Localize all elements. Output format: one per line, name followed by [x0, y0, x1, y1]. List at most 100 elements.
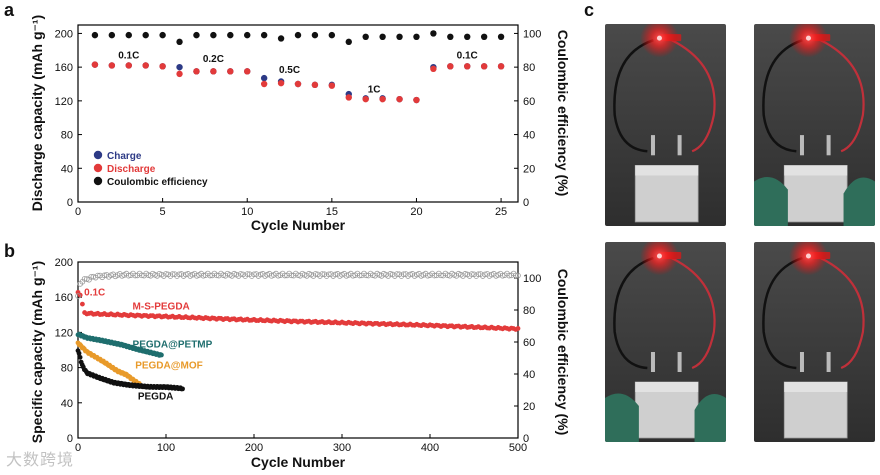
- point-charge: [176, 63, 183, 71]
- y-tick-label: 80: [61, 363, 73, 375]
- y-tick-label: 0: [67, 197, 73, 209]
- led-photo-top-left: [605, 24, 726, 226]
- point-ce: [468, 271, 475, 277]
- chart-b-y2label: Coulombic efficiency (%): [555, 269, 571, 435]
- point-ce: [281, 272, 288, 279]
- point-ce: [91, 31, 99, 39]
- point-discharge: [413, 96, 420, 104]
- chart-a-y2label: Coulombic efficiency (%): [555, 30, 571, 196]
- point-ce: [125, 272, 132, 279]
- x-tick-label: 10: [241, 206, 253, 218]
- y-tick-label: 120: [55, 327, 73, 339]
- annotation-pegda: PEGDA: [138, 391, 174, 402]
- point-discharge: [108, 62, 116, 69]
- point-discharge: [328, 82, 336, 89]
- y-tick-label: 40: [61, 398, 73, 410]
- chart-b-ylabel: Specific capacity (mAh g⁻¹): [29, 261, 45, 443]
- rate-label: 1C: [368, 84, 381, 95]
- y2-tick-label: 100: [523, 273, 541, 285]
- point-ce: [394, 271, 400, 277]
- led-photo-top-right: [754, 24, 875, 226]
- point-discharge: [260, 80, 268, 88]
- point-ce: [200, 272, 207, 279]
- y-tick-label: 160: [55, 62, 73, 74]
- point-ce: [176, 38, 183, 46]
- point-ce: [142, 31, 149, 39]
- x-tick-label: 25: [495, 206, 507, 218]
- point-mspegda: [80, 301, 85, 307]
- legend-marker-discharge: [93, 163, 103, 173]
- x-tick-label: 200: [245, 442, 263, 454]
- point-ce: [294, 31, 302, 39]
- point-ce: [379, 33, 386, 40]
- y2-tick-label: 60: [523, 96, 535, 108]
- chart-a-ylabel: Discharge capacity (mAh g⁻¹): [29, 15, 45, 211]
- point-ce: [108, 31, 116, 39]
- point-ce: [499, 272, 506, 279]
- x-tick-label: 300: [333, 442, 351, 454]
- chart-b-xlabel: Cycle Number: [251, 454, 346, 470]
- x-tick-label: 20: [410, 206, 422, 218]
- x-tick-label: 100: [157, 442, 175, 454]
- point-mspegda: [515, 326, 521, 331]
- annotation-petmp: PEGDA@PETMP: [133, 339, 213, 350]
- point-discharge: [447, 63, 454, 70]
- point-discharge: [480, 63, 488, 70]
- legend-marker-ce: [93, 176, 103, 186]
- y-tick-label: 40: [61, 163, 73, 175]
- point-discharge: [311, 81, 319, 89]
- point-ce: [362, 33, 369, 40]
- point-ce: [125, 31, 132, 39]
- annotation-mof: PEGDA@MOF: [135, 360, 203, 371]
- point-ce: [480, 33, 488, 40]
- chart-b: 0 100 200 300 400 500040801201602000204060801…: [29, 257, 571, 470]
- point-ce: [350, 272, 356, 279]
- point-ce: [227, 31, 234, 39]
- x-tick-label: 15: [326, 206, 338, 218]
- point-charge: [260, 74, 268, 82]
- point-discharge: [396, 95, 403, 103]
- point-ce: [328, 31, 336, 39]
- point-discharge: [277, 79, 285, 87]
- legend-label-discharge: Discharge: [107, 164, 156, 175]
- point-ce: [462, 271, 469, 277]
- y-tick-label: 80: [61, 130, 73, 142]
- y2-tick-label: 80: [523, 305, 535, 317]
- point-ce: [244, 271, 251, 277]
- point-ce: [207, 272, 213, 279]
- chart-a: 0 5 10 15 20 25 0 40 80 120 160 200 0 20 40 60 80 100 0.1…: [29, 15, 571, 233]
- point-discharge: [125, 62, 132, 69]
- point-pegda: [76, 350, 82, 356]
- point-petmp: [159, 352, 164, 358]
- y-tick-label: 200: [55, 28, 73, 40]
- legend-label-ce: Coulombic efficiency: [107, 177, 208, 188]
- y-tick-label: 0: [67, 433, 73, 445]
- point-ce: [497, 33, 505, 40]
- rate-label: 0.2C: [203, 54, 224, 65]
- x-tick-label: 0: [75, 206, 81, 218]
- point-discharge: [497, 63, 505, 70]
- rate-label: 0.1C: [118, 51, 139, 62]
- x-tick-label: 0: [75, 442, 81, 454]
- led-photo-bottom-left: [605, 242, 726, 442]
- point-discharge: [227, 68, 234, 75]
- point-discharge: [464, 63, 471, 70]
- y2-tick-label: 60: [523, 337, 535, 349]
- point-ce: [159, 31, 166, 39]
- y2-tick-label: 20: [523, 163, 535, 175]
- led-photo-bottom-right: [754, 242, 875, 442]
- point-ce: [506, 272, 513, 279]
- y2-tick-label: 0: [523, 197, 529, 209]
- point-ce: [413, 33, 420, 40]
- point-ce: [238, 271, 244, 277]
- point-discharge: [362, 95, 369, 103]
- point-ce: [464, 33, 471, 40]
- y-tick-label: 160: [55, 292, 73, 304]
- x-tick-label: 500: [509, 442, 527, 454]
- point-discharge: [142, 62, 149, 69]
- x-tick-label: 400: [421, 442, 439, 454]
- y-tick-label: 200: [55, 257, 73, 269]
- point-ce: [512, 272, 519, 279]
- y2-tick-label: 20: [523, 401, 535, 413]
- point-discharge: [159, 63, 166, 70]
